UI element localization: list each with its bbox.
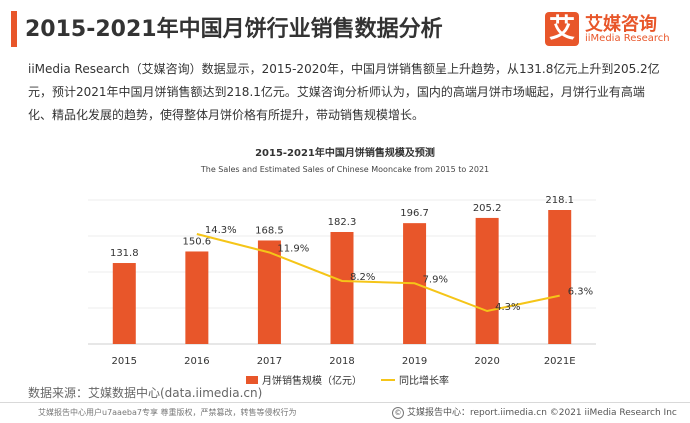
footer-divider (0, 402, 690, 403)
copyright-icon: © (392, 406, 404, 419)
line-label-2019: 7.9% (423, 274, 448, 285)
legend-bar-label: 月饼销售规模（亿元） (262, 374, 362, 387)
x-tick-2020: 2020 (474, 356, 499, 367)
bar-label-2018: 182.3 (328, 217, 357, 228)
footer-copyright-notice: 艾媒报告中心用户u7aaeba7专享 尊重版权，严禁篡改，转售等侵权行为 (38, 408, 297, 417)
bar-2017 (257, 240, 281, 344)
data-source: 数据来源：艾媒数据中心(data.iimedia.cn) (28, 386, 263, 400)
line-label-2016: 14.3% (205, 225, 237, 236)
bar-label-2020: 205.2 (473, 203, 502, 214)
logo-en-text: iiMedia Research (585, 33, 670, 44)
legend-bar-swatch (246, 376, 258, 384)
bar-2016 (185, 251, 209, 344)
x-tick-2017: 2017 (257, 356, 282, 367)
bar-2020 (475, 217, 499, 344)
line-label-2017: 11.9% (277, 243, 309, 254)
growth-rate-line (196, 233, 560, 313)
chart-title: 2015-2021年中国月饼销售规模及预测 (255, 146, 435, 159)
line-label-2018: 8.2% (350, 272, 375, 283)
x-tick-2021E: 2021E (544, 356, 576, 367)
x-tick-2019: 2019 (402, 356, 427, 367)
body-paragraph: iiMedia Research（艾媒咨询）数据显示，2015-2020年，中国… (28, 62, 660, 122)
bar-2018 (330, 231, 354, 344)
line-label-2021E: 6.3% (568, 287, 593, 298)
bar-label-2016: 150.6 (183, 236, 212, 247)
bar-label-2021E: 218.1 (545, 195, 574, 206)
x-tick-2015: 2015 (112, 356, 137, 367)
logo-mark: 艾 (545, 12, 579, 46)
footer-report-center: © 艾媒报告中心：report.iimedia.cn ©2021 iiMedia … (392, 405, 677, 419)
bar-2021E (548, 210, 572, 344)
title-accent-bar (11, 11, 17, 47)
footer-report-text: 艾媒报告中心：report.iimedia.cn ©2021 iiMedia R… (407, 408, 677, 418)
iimedia-logo: 艾 艾媒咨询 iiMedia Research (545, 9, 680, 49)
chart-subtitle: The Sales and Estimated Sales of Chinese… (200, 165, 489, 174)
legend-line-label: 同比增长率 (399, 374, 449, 387)
bar-label-2019: 196.7 (400, 208, 429, 219)
x-tick-2018: 2018 (329, 356, 354, 367)
x-tick-2016: 2016 (184, 356, 209, 367)
bar-2015 (112, 263, 136, 344)
page-title: 2015-2021年中国月饼行业销售数据分析 (25, 17, 443, 42)
bar-label-2015: 131.8 (110, 248, 139, 259)
logo-cn-text: 艾媒咨询 (585, 14, 657, 35)
bar-label-2017: 168.5 (255, 225, 284, 236)
line-label-2020: 4.3% (495, 302, 520, 313)
